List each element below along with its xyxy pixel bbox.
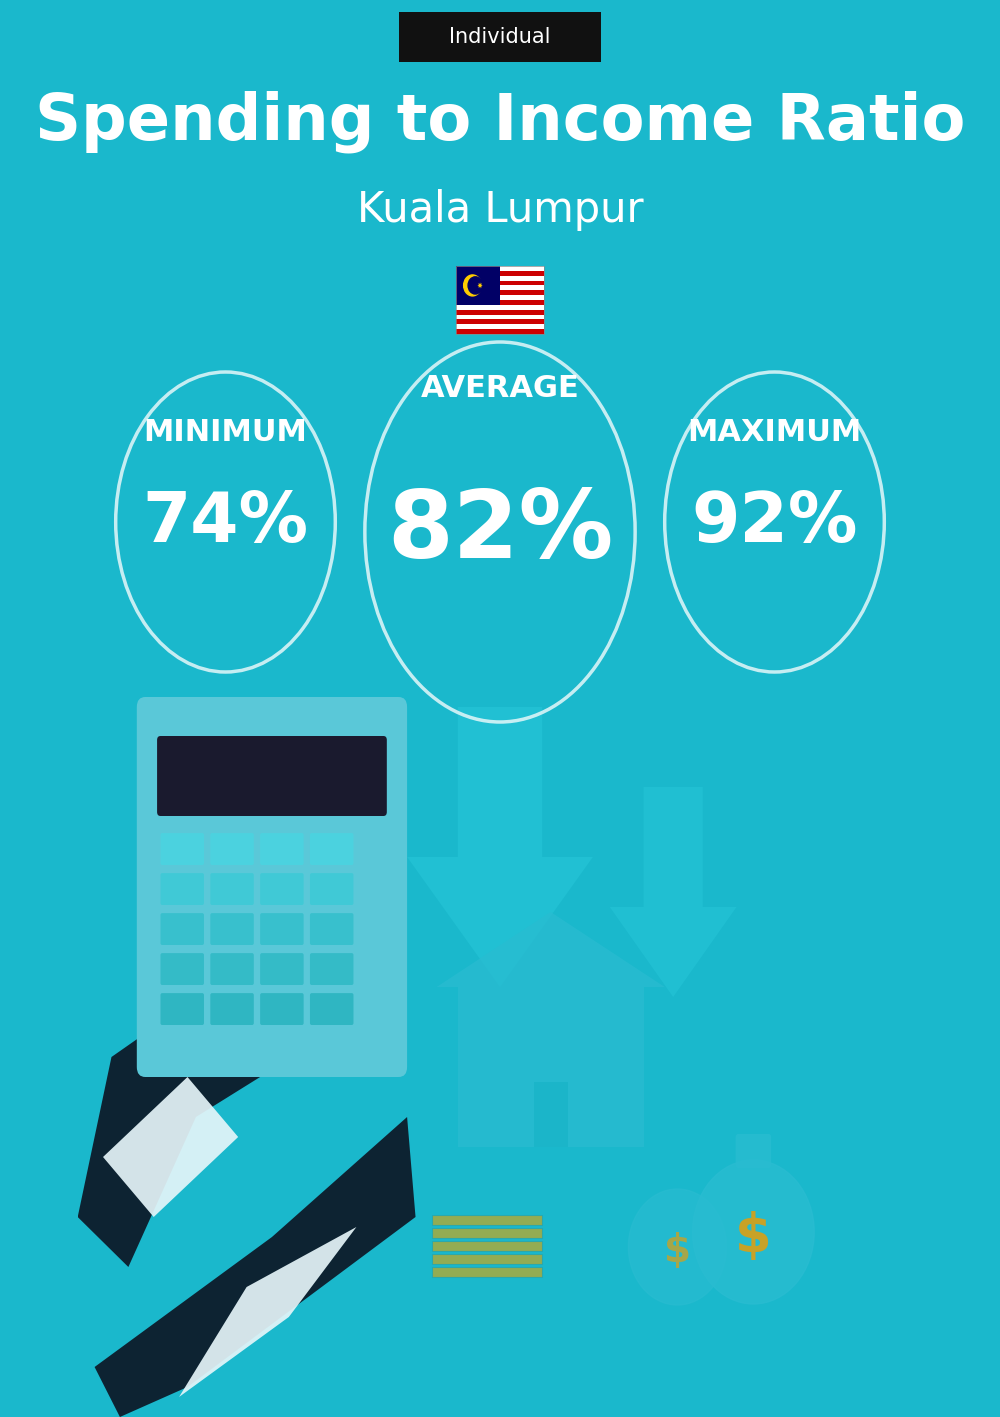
Polygon shape: [78, 927, 356, 1267]
Bar: [456, 276, 544, 281]
Bar: [456, 281, 544, 285]
Bar: [456, 310, 544, 315]
FancyBboxPatch shape: [260, 913, 304, 945]
FancyBboxPatch shape: [310, 954, 353, 985]
Bar: [456, 285, 544, 290]
FancyBboxPatch shape: [210, 913, 254, 945]
Circle shape: [468, 276, 483, 295]
Bar: [456, 300, 544, 305]
Bar: [456, 266, 544, 334]
FancyBboxPatch shape: [310, 913, 353, 945]
FancyBboxPatch shape: [137, 697, 407, 1077]
Bar: [456, 315, 544, 319]
Bar: [432, 1229, 542, 1238]
Text: 74%: 74%: [142, 489, 309, 555]
FancyBboxPatch shape: [160, 993, 204, 1024]
FancyBboxPatch shape: [260, 954, 304, 985]
Bar: [399, 11, 601, 62]
FancyBboxPatch shape: [210, 954, 254, 985]
Polygon shape: [95, 1117, 416, 1417]
Text: AVERAGE: AVERAGE: [421, 374, 579, 402]
Bar: [432, 1214, 542, 1226]
Bar: [432, 1267, 542, 1277]
Bar: [456, 290, 544, 295]
FancyBboxPatch shape: [736, 1134, 771, 1168]
Circle shape: [628, 1189, 726, 1305]
FancyBboxPatch shape: [160, 954, 204, 985]
Bar: [456, 329, 544, 334]
FancyBboxPatch shape: [310, 833, 353, 864]
FancyBboxPatch shape: [310, 873, 353, 905]
Polygon shape: [103, 1077, 238, 1217]
FancyBboxPatch shape: [210, 833, 254, 864]
Bar: [456, 271, 544, 276]
FancyBboxPatch shape: [260, 873, 304, 905]
Text: $: $: [664, 1231, 691, 1270]
Bar: [456, 324, 544, 329]
FancyBboxPatch shape: [160, 833, 204, 864]
Text: Individual: Individual: [449, 27, 551, 47]
Bar: [456, 295, 544, 300]
Bar: [456, 266, 544, 271]
Bar: [534, 1083, 568, 1146]
Polygon shape: [437, 913, 665, 988]
Circle shape: [693, 1161, 814, 1304]
Polygon shape: [407, 707, 593, 988]
FancyBboxPatch shape: [157, 735, 387, 816]
FancyBboxPatch shape: [210, 993, 254, 1024]
Bar: [456, 266, 500, 305]
Text: MINIMUM: MINIMUM: [144, 418, 307, 446]
Circle shape: [464, 275, 481, 296]
Polygon shape: [477, 282, 483, 289]
Polygon shape: [179, 1227, 356, 1397]
Text: Spending to Income Ratio: Spending to Income Ratio: [35, 91, 965, 153]
Bar: [456, 319, 544, 324]
Text: MAXIMUM: MAXIMUM: [687, 418, 862, 446]
FancyBboxPatch shape: [210, 873, 254, 905]
Bar: [458, 988, 644, 1146]
FancyBboxPatch shape: [260, 833, 304, 864]
Text: 82%: 82%: [387, 486, 613, 578]
Text: 92%: 92%: [691, 489, 858, 555]
FancyBboxPatch shape: [260, 993, 304, 1024]
Bar: [432, 1241, 542, 1251]
FancyBboxPatch shape: [160, 873, 204, 905]
FancyBboxPatch shape: [310, 993, 353, 1024]
FancyBboxPatch shape: [160, 913, 204, 945]
Text: Kuala Lumpur: Kuala Lumpur: [357, 188, 643, 231]
Polygon shape: [610, 786, 736, 998]
Text: $: $: [735, 1212, 772, 1263]
Bar: [432, 1254, 542, 1264]
Bar: [456, 305, 544, 310]
